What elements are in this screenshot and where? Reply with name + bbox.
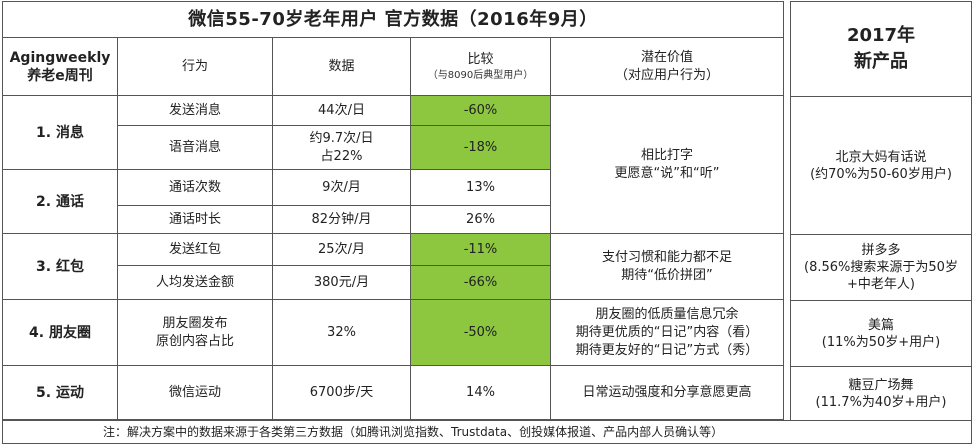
product-note: (11.7%为40岁+用户) [815,394,947,410]
value-line: 期待更友好的“日记”方式（秀） [575,342,759,358]
header-behavior: 行为 [117,37,273,96]
product-cell: 北京大妈有话说 (约70%为50-60岁用户) [790,96,972,235]
data-line: 占22% [320,148,363,164]
table-row: 2. 通话 通话次数 9次/月 13% [2,169,784,234]
header-compare: 比较 （与8090后典型用户） [410,37,551,96]
value-cell-voice: 相比打字 更愿意“说”和“听” [549,95,785,234]
compare-cell: 13% [410,169,551,206]
side-head-year: 2017年 [846,25,916,46]
behavior-line: 朋友圈发布 [162,315,228,331]
compare-cell: 14% [410,365,551,420]
table-row: 通话时长 82分钟/月 26% [3,205,784,234]
table-row: 语音消息 约9.7次/日 占22% -18% [3,125,784,170]
compare-cell: 26% [410,205,551,234]
data-cell: 82分钟/月 [272,205,411,234]
behavior-line: 原创内容占比 [155,333,234,349]
brand-en: Agingweekly [9,49,111,66]
product-cell: 拼多多 (8.56%搜索来源于为50岁 +中老年人) [790,234,972,301]
header-data: 数据 [272,37,411,96]
product-name: 北京大妈有话说 [835,149,927,165]
behavior-cell: 朋友圈发布 原创内容占比 [117,299,273,366]
brand-cn: 养老e周刊 [27,67,93,84]
behavior-cell: 通话次数 [117,169,273,206]
table-row: 1. 消息 发送消息 44次/日 -60% 相比打字 更愿意“说”和“听” [2,95,785,234]
data-line: 约9.7次/日 [309,130,374,146]
data-cell: 约9.7次/日 占22% [272,125,411,170]
value-line: 支付习惯和能力都不足 [602,249,733,265]
table-row: 人均发送金额 380元/月 -66% [3,265,784,300]
data-cell: 25次/月 [272,233,411,266]
compare-cell: -11% [410,233,551,266]
product-cell: 美篇 (11%为50岁+用户) [790,300,972,367]
product-name: 拼多多 [861,243,901,258]
category-red-packet: 3. 红包 [2,233,118,300]
value-line: 期待更优质的“日记”内容（看） [575,324,759,340]
data-cell: 380元/月 [272,265,411,300]
header-compare-label: 比较 [467,52,494,67]
side-head-label: 新产品 [854,51,908,72]
data-cell: 6700步/天 [272,365,411,420]
category-calls: 2. 通话 [2,169,118,234]
table-row: 5. 运动 微信运动 6700步/天 14% 日常运动强度和分享意愿更高 [2,365,785,420]
compare-cell: -60% [410,95,551,126]
product-cell: 糖豆广场舞 (11.7%为40岁+用户) [790,366,972,421]
product-name: 美篇 [867,317,894,333]
product-note: (8.56%搜索来源于为50岁 [804,260,958,275]
value-line: 更愿意“说”和“听” [614,165,720,181]
behavior-cell: 发送红包 [117,233,273,266]
category-sports: 5. 运动 [2,365,118,420]
table-row: 4. 朋友圈 朋友圈发布 原创内容占比 32% -50% 朋友圈的低质量信息冗余… [2,299,785,366]
header-value: 潜在价值 （对应用户行为） [549,37,785,96]
category-moments: 4. 朋友圈 [2,299,118,366]
data-cell: 44次/日 [272,95,411,126]
new-products-title: 2017年 新产品 [790,1,972,97]
new-products-table: 2017年 新产品 北京大妈有话说 (约70%为50-60岁用户) 拼多多 (8… [790,1,972,421]
footnote: 注：解决方案中的数据来源于各类第三方数据（如腾讯浏览指数、Trustdata、创… [2,420,972,444]
header-compare-sub: （与8090后典型用户） [427,70,534,81]
category-messages: 1. 消息 [2,95,118,170]
compare-cell: -18% [410,125,551,170]
header-row: Agingweekly 养老e周刊 行为 数据 比较 （与8090后典型用户） … [2,37,785,96]
table-title: 微信55-70岁老年用户 官方数据（2016年9月） [1,1,785,38]
value-line: 相比打字 [641,147,694,163]
behavior-cell: 发送消息 [117,95,273,126]
value-line: 朋友圈的低质量信息冗余 [595,306,739,322]
value-cell-payment: 支付习惯和能力都不足 期待“低价拼团” [549,233,785,300]
behavior-cell: 微信运动 [117,365,273,420]
behavior-cell: 人均发送金额 [117,265,273,300]
value-line: 期待“低价拼团” [621,267,713,283]
data-cell: 9次/月 [272,169,411,206]
table-row: 3. 红包 发送红包 25次/月 -11% 支付习惯和能力都不足 期待“低价拼团… [2,233,785,300]
product-note: (11%为50岁+用户) [821,334,941,350]
behavior-cell: 通话时长 [117,205,273,234]
compare-cell: -50% [410,299,551,366]
compare-cell: -66% [410,265,551,300]
product-note: (约70%为50-60岁用户) [810,166,952,182]
header-value-sub: （对应用户行为） [615,67,720,83]
main-table: 微信55-70岁老年用户 官方数据（2016年9月） Agingweekly 养… [1,1,785,420]
product-name: 糖豆广场舞 [848,377,914,393]
brand-cell: Agingweekly 养老e周刊 [2,37,118,96]
behavior-cell: 语音消息 [117,125,273,170]
header-value-label: 潜在价值 [641,49,694,65]
data-cell: 32% [272,299,411,366]
product-note: +中老年人) [847,277,915,292]
value-cell-sports: 日常运动强度和分享意愿更高 [549,365,785,420]
value-cell-moments: 朋友圈的低质量信息冗余 期待更优质的“日记”内容（看） 期待更友好的“日记”方式… [549,299,785,366]
